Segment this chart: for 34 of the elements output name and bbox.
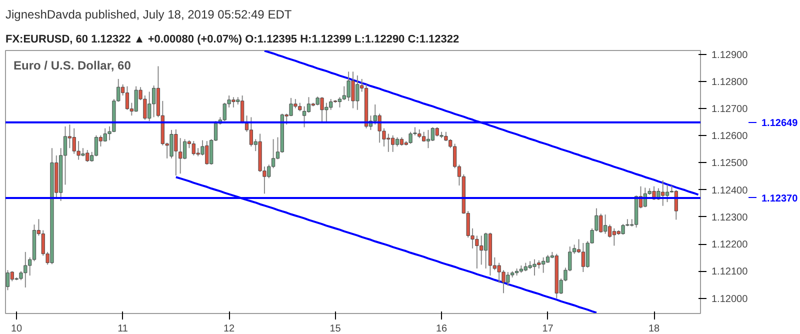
candlestick <box>608 224 612 238</box>
candlestick <box>6 270 10 291</box>
candlestick <box>152 84 156 118</box>
y-tick-label: 1.12900 <box>712 50 748 61</box>
x-tick-label: 17 <box>542 324 554 334</box>
x-tick-label: 10 <box>11 324 23 334</box>
chart-subtitle: FX:EURUSD, 60 1.12322 ▲ +0.00080 (+0.07%) O:1.12395 H:1.12399 L:1.12290 C:1.12322 <box>6 34 460 46</box>
x-tick-label: 16 <box>436 324 448 334</box>
y-tick-label: 1.12100 <box>712 266 748 278</box>
y-tick-label: 1.12800 <box>712 76 748 88</box>
candlestick <box>178 138 182 174</box>
y-tick-label: 1.12300 <box>712 212 748 224</box>
chart-title: JigneshDavda published, July 18, 2019 05:52:49 EDT <box>6 8 292 22</box>
x-tick-label: 15 <box>330 324 342 334</box>
ref-line-label: 1.12370 <box>762 193 798 204</box>
candlestick <box>306 96 311 114</box>
annotation: Euro / U.S. Dollar, 60 <box>14 58 132 72</box>
y-tick-label: 1.12600 <box>712 131 748 142</box>
candlestick <box>426 129 430 149</box>
x-tick-label: 12 <box>223 324 236 334</box>
x-tick-label: 18 <box>648 324 660 334</box>
y-tick-label: 1.12400 <box>712 185 748 196</box>
candlestick <box>338 96 342 108</box>
candlestick <box>125 86 130 110</box>
candlestick <box>94 134 98 157</box>
x-tick-label: 11 <box>118 324 128 334</box>
y-tick-label: 1.12000 <box>712 294 748 305</box>
candlestick <box>302 106 306 128</box>
y-tick-label: 1.12500 <box>712 158 748 170</box>
ref-line-label: 1.12649 <box>762 118 798 129</box>
candlestick <box>182 138 187 160</box>
candlestick <box>395 136 400 147</box>
y-tick-label: 1.12700 <box>712 104 748 116</box>
y-tick-label: 1.12200 <box>712 240 748 251</box>
